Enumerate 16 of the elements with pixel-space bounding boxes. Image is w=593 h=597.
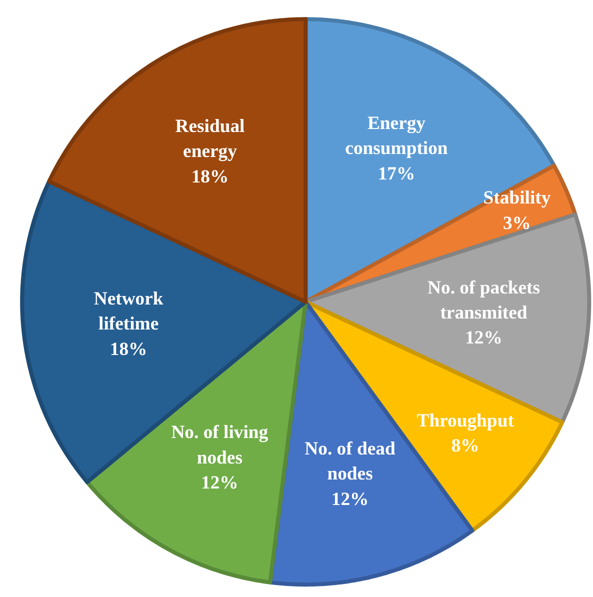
data-label: 17% bbox=[378, 163, 416, 184]
slice-label: Network lifetime bbox=[94, 288, 164, 335]
slice-label: Residual energy bbox=[175, 116, 245, 162]
slice-label: Energy consumption bbox=[345, 113, 448, 160]
data-label: 18% bbox=[191, 166, 229, 188]
slice-label: No. of packets transmited bbox=[428, 277, 540, 324]
slice-label: No. of living nodes bbox=[171, 422, 269, 468]
data-label: 12% bbox=[465, 328, 502, 349]
data-label: 18% bbox=[110, 338, 148, 360]
data-label: 12% bbox=[201, 472, 238, 494]
data-label: 3% bbox=[502, 212, 531, 234]
data-label: 8% bbox=[451, 436, 480, 457]
data-label: 12% bbox=[331, 488, 369, 510]
slice-label: Throughput bbox=[416, 410, 515, 432]
slice-label: Stability bbox=[483, 188, 552, 209]
slice-label: No. of dead nodes bbox=[304, 438, 396, 485]
